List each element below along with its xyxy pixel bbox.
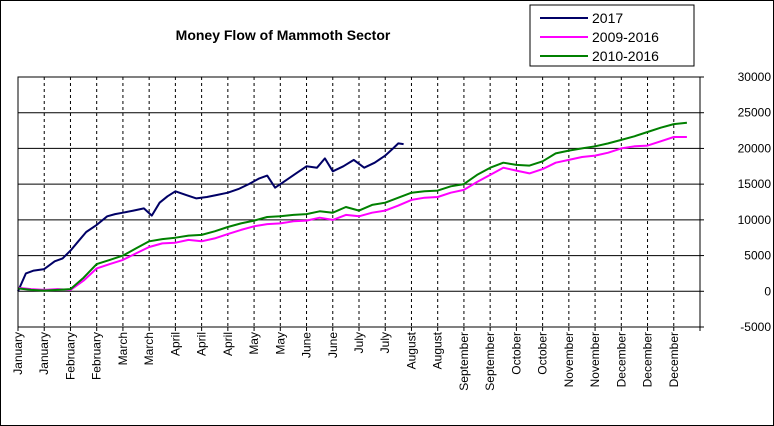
x-tick-label: February [90, 332, 104, 380]
series-layer [17, 121, 688, 292]
series-line-2017 [17, 142, 404, 292]
x-tick-label: February [63, 332, 77, 380]
x-tick-label: June [300, 332, 314, 358]
series-line-2009-2016 [17, 136, 687, 291]
x-tick-label: March [116, 332, 130, 365]
x-tick-label: January [37, 332, 51, 375]
x-tick-label: December [641, 332, 655, 387]
x-tick-label: April [195, 332, 209, 356]
x-tick-label: April [221, 332, 235, 356]
y-tick-label: 10000 [738, 213, 772, 227]
y-tick-label: 30000 [738, 70, 772, 84]
x-tick-label: August [431, 331, 445, 369]
y-tick-label: 20000 [738, 141, 772, 155]
x-tick-label: April [168, 332, 182, 356]
x-tick-label: October [536, 332, 550, 375]
x-tick-label: May [273, 332, 287, 355]
x-tick-label: September [483, 332, 497, 391]
x-tick-label: October [509, 332, 523, 375]
x-tick-labels: January January February February March March… [11, 327, 701, 391]
y-tick-labels: 30000 25000 20000 15000 10000 5000 0 -5000 [700, 70, 771, 334]
x-tick-label: March [142, 332, 156, 365]
x-tick-label: May [247, 332, 261, 355]
x-tick-label: June [326, 332, 340, 358]
x-tick-label: September [457, 332, 471, 391]
y-tick-label: 0 [764, 284, 771, 298]
x-tick-label: July [378, 332, 392, 353]
y-tick-label: 25000 [738, 106, 772, 120]
y-tick-label: -5000 [740, 320, 771, 334]
y-tick-label: 15000 [738, 177, 772, 191]
chart-title: Money Flow of Mammoth Sector [176, 27, 391, 43]
x-tick-label: November [562, 332, 576, 387]
x-tick-label: January [11, 332, 25, 375]
x-tick-label: December [614, 332, 628, 387]
legend-label: 2017 [592, 10, 623, 26]
x-tick-label: August [404, 331, 418, 369]
legend-label: 2010-2016 [592, 48, 659, 64]
x-tick-label: November [588, 332, 602, 387]
series-line-2010-2016 [17, 121, 688, 292]
legend: 2017 2009-2016 2010-2016 [529, 4, 695, 67]
x-tick-label: December [667, 332, 681, 387]
y-tick-label: 5000 [744, 249, 771, 263]
x-tick-label: July [352, 332, 366, 353]
legend-label: 2009-2016 [592, 29, 659, 45]
